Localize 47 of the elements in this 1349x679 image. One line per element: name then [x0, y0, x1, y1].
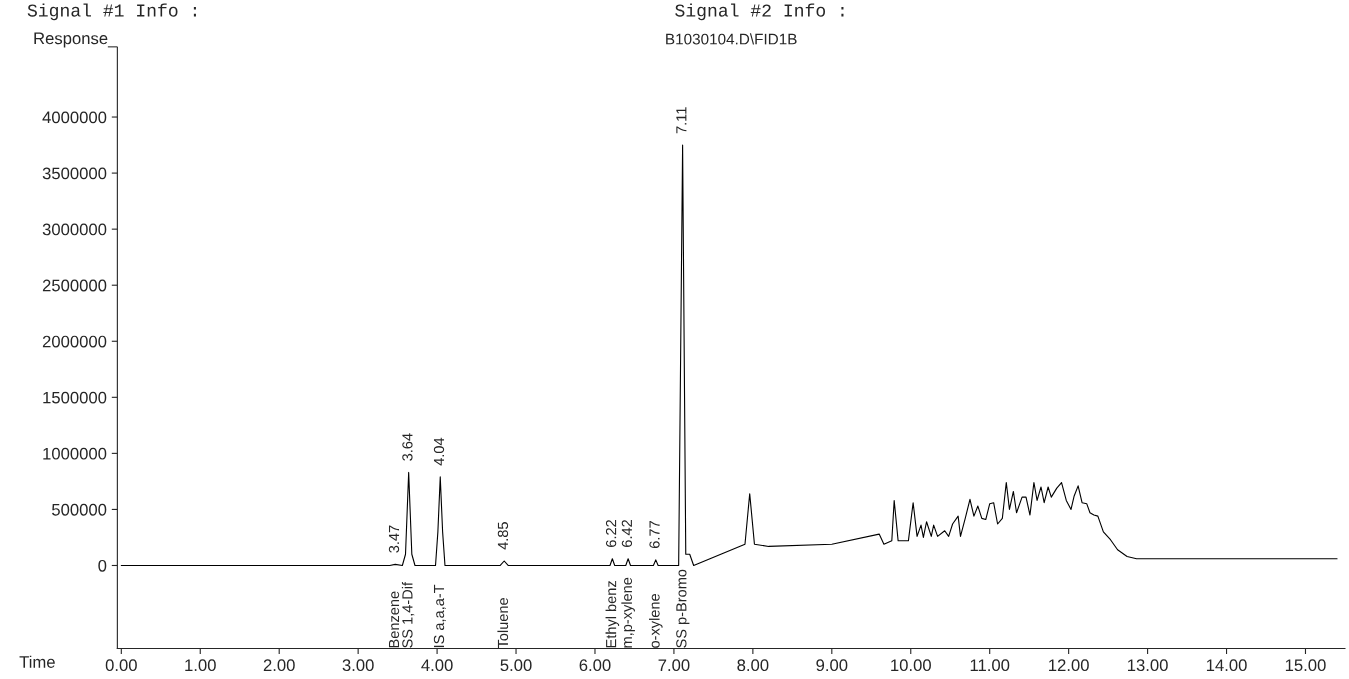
annotation: 3.64	[402, 433, 413, 461]
x-tick-label: 10.00	[891, 659, 931, 672]
annotation: SS p-Bromo	[676, 569, 690, 648]
x-tick-label: 12.00	[1049, 659, 1089, 672]
y-tick-label: 500000	[52, 503, 107, 516]
x-tick-label: 5.00	[500, 659, 532, 672]
x-tick-label: 1.00	[185, 659, 216, 672]
chart-title: B1030104.D\FID1B	[666, 33, 797, 45]
y-axis-title: Response_	[34, 32, 118, 48]
annotation: 6.77	[649, 521, 660, 549]
annotation: 7.11	[676, 107, 687, 134]
annotation: 4.04	[433, 437, 445, 466]
annotation: 3.47	[388, 525, 400, 553]
y-tick-label: 0	[98, 559, 107, 572]
annotation: IS a,a,a-T	[433, 584, 446, 648]
x-tick-label: 0.00	[105, 659, 137, 672]
annotation: o-xylene	[648, 593, 663, 648]
x-tick-label: 14.00	[1206, 659, 1247, 672]
x-tick-label: 2.00	[263, 659, 295, 672]
x-axis-title: Time	[19, 655, 55, 668]
y-tick-label: 3000000	[42, 223, 107, 236]
x-tick-label: 15.00	[1285, 659, 1326, 672]
y-tick-label: 1500000	[43, 391, 107, 404]
y-tick-label: 4000000	[42, 111, 107, 124]
annotation: Toluene	[497, 598, 509, 649]
x-tick-label: 13.00	[1128, 659, 1168, 672]
annotation: 6.22	[605, 519, 617, 547]
y-tick-label: 2500000	[42, 279, 107, 292]
annotation: Ethyl benz	[605, 581, 620, 648]
text: Signal #1 Info :	[27, 3, 196, 21]
x-tick-label: 9.00	[816, 659, 848, 672]
x-tick-label: 8.00	[737, 659, 769, 672]
y-tick-label: 1000000	[43, 447, 107, 460]
annotation: SS 1,4-Dif	[401, 581, 415, 648]
x-tick-label: 6.00	[579, 659, 611, 672]
y-tick-label: 3500000	[42, 167, 107, 180]
annotation: m,p-xylene	[621, 577, 635, 648]
text: Signal #2 Info :	[675, 3, 844, 21]
annotation: 6.42	[621, 519, 633, 547]
annotation: Benzene	[388, 591, 400, 648]
y-tick-label: 2000000	[42, 335, 107, 348]
annotation: 4.85	[497, 522, 509, 550]
x-tick-label: 7.00	[658, 659, 690, 672]
x-tick-label: 3.00	[342, 659, 374, 672]
line-series	[120, 144, 1338, 567]
x-tick-label: 4.00	[421, 659, 453, 672]
x-tick-label: 11.00	[970, 659, 1010, 672]
